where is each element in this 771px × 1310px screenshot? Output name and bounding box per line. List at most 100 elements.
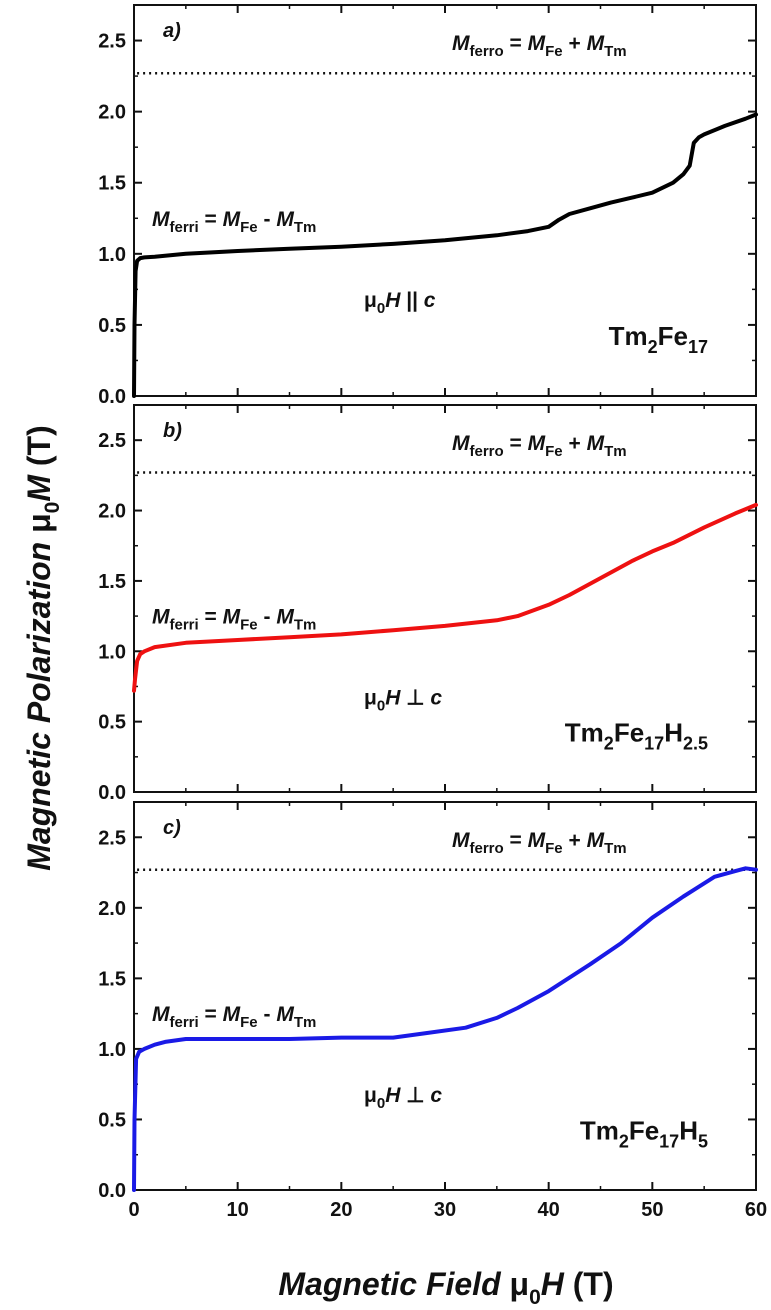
- x-tick-label: 40: [538, 1199, 560, 1221]
- field-direction-annotation: μ0H ⊥ c: [364, 686, 442, 714]
- ferri-annotation-sub: ferri: [170, 219, 199, 236]
- ferri-annotation-eq: =: [199, 605, 223, 628]
- y-axis-label-var: M: [21, 474, 57, 502]
- ferro-annotation-fe: Fe: [545, 840, 563, 857]
- x-tick-label: 30: [434, 1199, 456, 1221]
- sample-formula-part: Fe: [658, 321, 688, 351]
- sample-formula-part: H: [664, 718, 683, 748]
- y-tick-label: 1.5: [98, 173, 126, 195]
- ferro-annotation-tm: Tm: [604, 43, 627, 60]
- y-tick-label: 0.5: [98, 712, 126, 734]
- ferro-annotation: Mferro = MFe + MTm: [452, 32, 627, 60]
- ferri-annotation-fe: Fe: [240, 1014, 258, 1031]
- ferro-annotation-plus: +: [563, 829, 587, 852]
- x-tick-label: 0: [128, 1199, 139, 1221]
- sample-formula-part: Tm: [580, 1115, 619, 1145]
- ferro-annotation-eq: =: [504, 829, 528, 852]
- x-axis-label-sub: 0: [529, 1286, 541, 1309]
- field-direction-h: H: [385, 289, 401, 312]
- sample-formula-part: 2: [619, 1131, 629, 1151]
- y-tick-label: 2.0: [98, 898, 126, 920]
- ferro-annotation-m2: M: [528, 432, 546, 455]
- sample-formula-part: 2: [604, 734, 614, 754]
- field-direction-mu: μ: [364, 1084, 377, 1107]
- sample-formula-part: 17: [659, 1131, 679, 1151]
- x-tick-label: 20: [330, 1199, 352, 1221]
- ferri-annotation-sub: ferri: [170, 1014, 199, 1031]
- y-axis-label-mu: μ: [21, 513, 57, 533]
- ferri-annotation-m3: M: [276, 208, 294, 231]
- field-direction-annotation: μ0H || c: [364, 289, 436, 317]
- y-axis-label-text: Magnetic Polarization: [21, 533, 57, 871]
- sample-formula-part: 5: [698, 1131, 708, 1151]
- ferro-annotation-sub: ferro: [470, 840, 504, 857]
- y-tick-label: 1.5: [98, 571, 126, 593]
- ferri-annotation: Mferri = MFe - MTm: [152, 605, 316, 633]
- series-line: [132, 502, 758, 693]
- ferro-annotation-fe: Fe: [545, 443, 563, 460]
- ferro-annotation-eq: =: [504, 432, 528, 455]
- y-tick-label: 2.5: [98, 827, 126, 849]
- sample-formula-part: 17: [644, 734, 664, 754]
- sample-formula-part: Fe: [629, 1115, 659, 1145]
- ferri-annotation-m3: M: [276, 1003, 294, 1026]
- y-tick-label: 1.0: [98, 1039, 126, 1061]
- field-direction-sub: 0: [377, 1095, 385, 1112]
- ferro-annotation-m: M: [452, 32, 470, 55]
- ferro-annotation: Mferro = MFe + MTm: [452, 432, 627, 460]
- ferro-annotation-m3: M: [587, 829, 605, 852]
- field-direction-sub: 0: [377, 697, 385, 714]
- x-axis-label-unit: (T): [564, 1266, 614, 1302]
- ferri-annotation-sub: ferri: [170, 616, 199, 633]
- ferro-annotation-m3: M: [587, 432, 605, 455]
- y-tick-label: 1.5: [98, 968, 126, 990]
- panel-label: c): [163, 817, 181, 839]
- panel-c: 0.00.51.01.52.02.50 10 20 30 40 50 60c)Mferro …: [98, 801, 767, 1221]
- ferri-annotation: Mferri = MFe - MTm: [152, 1003, 316, 1031]
- field-direction-sub: 0: [377, 300, 385, 317]
- ferro-annotation-m3: M: [587, 32, 605, 55]
- y-tick-label: 2.5: [98, 31, 126, 53]
- field-direction-relation: ||: [400, 289, 423, 312]
- ferri-annotation: Mferri = MFe - MTm: [152, 208, 316, 236]
- ferri-annotation-minus: -: [258, 208, 277, 231]
- ferro-annotation-plus: +: [563, 32, 587, 55]
- ferro-annotation-fe: Fe: [545, 43, 563, 60]
- field-direction-relation: ⊥: [400, 686, 430, 709]
- ferri-annotation-m: M: [152, 605, 170, 628]
- sample-formula-part: 2: [648, 337, 658, 357]
- y-tick-label: 0.5: [98, 1109, 126, 1131]
- panel-b: 0.00.51.01.52.02.5 b)Mferro = MFe + MTmMf…: [98, 404, 758, 804]
- sample-formula: Tm2Fe17H5: [580, 1115, 708, 1151]
- y-tick-label: 0.0: [98, 386, 126, 408]
- ferri-annotation-m: M: [152, 208, 170, 231]
- series-line: [132, 112, 758, 398]
- sample-formula-part: Fe: [614, 718, 644, 748]
- ferri-annotation-fe: Fe: [240, 219, 258, 236]
- y-axis-label-sub: 0: [41, 502, 64, 514]
- x-axis-label-var: H: [541, 1266, 565, 1302]
- field-direction-mu: μ: [364, 289, 377, 312]
- ferri-annotation-tm: Tm: [294, 616, 317, 633]
- ferri-annotation-m: M: [152, 1003, 170, 1026]
- y-axis-label: Magnetic Polarization μ0M (T): [21, 425, 64, 871]
- y-tick-label: 0.5: [98, 315, 126, 337]
- ferri-annotation-tm: Tm: [294, 219, 317, 236]
- ferri-annotation-m2: M: [223, 208, 241, 231]
- ferri-annotation-eq: =: [199, 208, 223, 231]
- sample-formula-part: Tm: [609, 321, 648, 351]
- ferri-annotation-m2: M: [223, 605, 241, 628]
- sample-formula: Tm2Fe17: [609, 321, 708, 357]
- ferro-annotation-tm: Tm: [604, 840, 627, 857]
- y-tick-label: 1.0: [98, 641, 126, 663]
- ferri-annotation-eq: =: [199, 1003, 223, 1026]
- ferri-annotation-tm: Tm: [294, 1014, 317, 1031]
- y-tick-label: 1.0: [98, 244, 126, 266]
- x-axis-label-text: Magnetic Field: [278, 1266, 509, 1302]
- ferro-annotation-sub: ferro: [470, 43, 504, 60]
- x-axis-label-mu: μ: [510, 1266, 530, 1302]
- x-tick-label: 50: [641, 1199, 663, 1221]
- panel-a: 0.00.51.01.52.02.5 a)Mferro = MFe + MTmMf…: [98, 4, 758, 408]
- ferro-annotation-m2: M: [528, 32, 546, 55]
